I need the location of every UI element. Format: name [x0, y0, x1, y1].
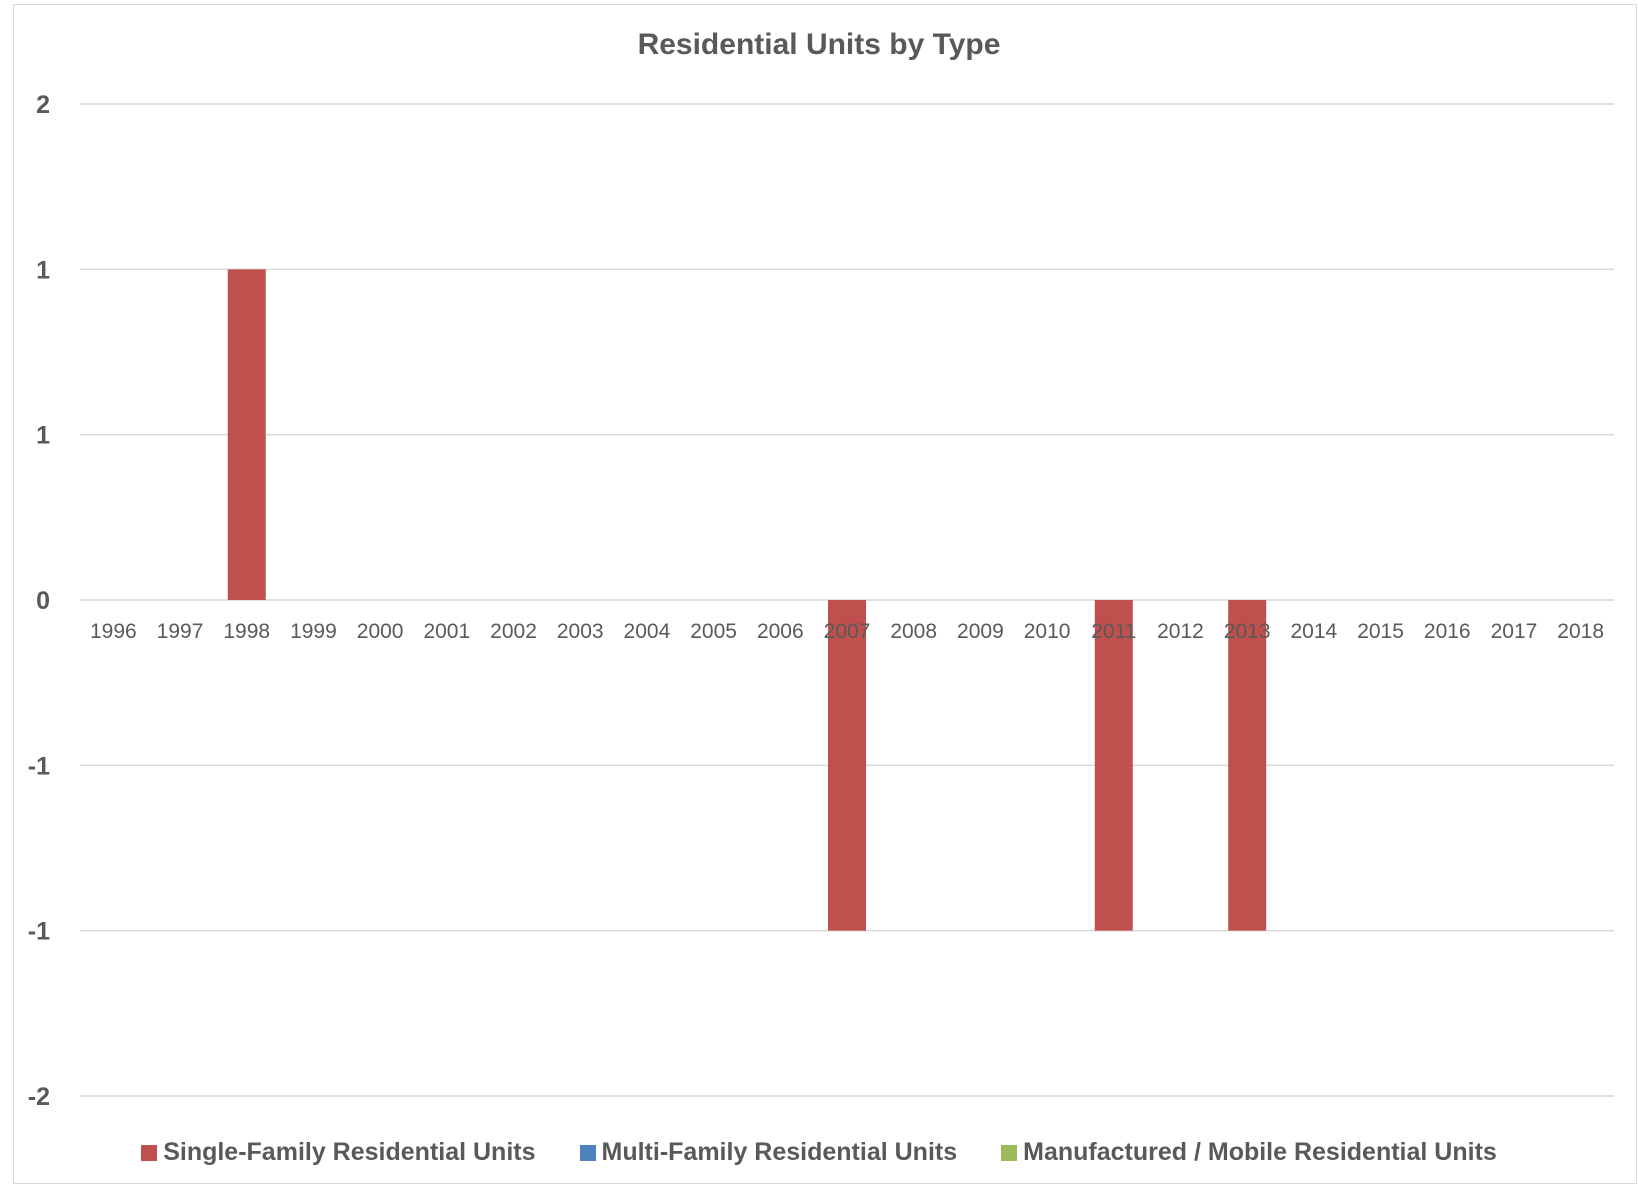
x-tick-label: 2002	[490, 620, 537, 643]
x-tick-label: 2001	[423, 620, 470, 643]
chart-frame	[13, 4, 1637, 1184]
y-tick-label: 1	[36, 422, 50, 450]
legend-label-manufactured: Manufactured / Mobile Residential Units	[1023, 1138, 1497, 1166]
legend-item-manufactured: Manufactured / Mobile Residential Units	[1001, 1138, 1497, 1167]
y-tick-label: -1	[28, 752, 50, 780]
y-tick-label: 0	[36, 587, 50, 615]
bar	[1094, 600, 1133, 931]
x-tick-label: 2006	[757, 620, 804, 643]
x-tick-label: 2015	[1357, 620, 1404, 643]
x-tick-label: 2016	[1424, 620, 1471, 643]
x-tick-label: 2008	[890, 620, 937, 643]
legend-item-single-family: Single-Family Residential Units	[141, 1138, 536, 1167]
x-tick-label: 2018	[1557, 620, 1604, 643]
legend-swatch-manufactured	[1001, 1144, 1018, 1161]
x-tick-label: 2013	[1224, 620, 1271, 643]
x-tick-label: 1996	[90, 620, 137, 643]
chart-legend: Single-Family Residential Units Multi-Fa…	[0, 1138, 1638, 1167]
legend-swatch-single-family	[141, 1144, 158, 1161]
x-tick-label: 2011	[1091, 620, 1136, 643]
bar	[828, 600, 866, 931]
x-tick-label: 2010	[1024, 620, 1071, 643]
y-tick-label: -1	[28, 918, 50, 946]
x-tick-label: 2000	[357, 620, 404, 643]
x-tick-label: 2014	[1291, 620, 1338, 643]
x-tick-label: 1999	[290, 620, 337, 643]
x-tick-label: 2004	[624, 620, 671, 643]
chart-title: Residential Units by Type	[637, 28, 1001, 61]
x-tick-label: 2005	[690, 620, 737, 643]
legend-label-multi-family: Multi-Family Residential Units	[601, 1138, 958, 1166]
y-tick-label: -2	[28, 1083, 50, 1111]
x-tick-label: 2007	[824, 620, 871, 643]
y-tick-label: 1	[36, 256, 50, 284]
legend-label-single-family: Single-Family Residential Units	[163, 1138, 536, 1166]
bar	[1228, 600, 1267, 931]
legend-item-multi-family: Multi-Family Residential Units	[579, 1138, 958, 1167]
legend-swatch-multi-family	[579, 1144, 596, 1161]
x-tick-label: 1997	[157, 620, 204, 643]
x-tick-label: 2003	[557, 620, 604, 643]
y-tick-label: 2	[36, 91, 50, 119]
x-tick-label: 2009	[957, 620, 1004, 643]
x-tick-label: 2012	[1157, 620, 1204, 643]
x-tick-label: 2017	[1491, 620, 1538, 643]
x-tick-label: 1998	[223, 620, 270, 643]
bar	[227, 269, 266, 600]
